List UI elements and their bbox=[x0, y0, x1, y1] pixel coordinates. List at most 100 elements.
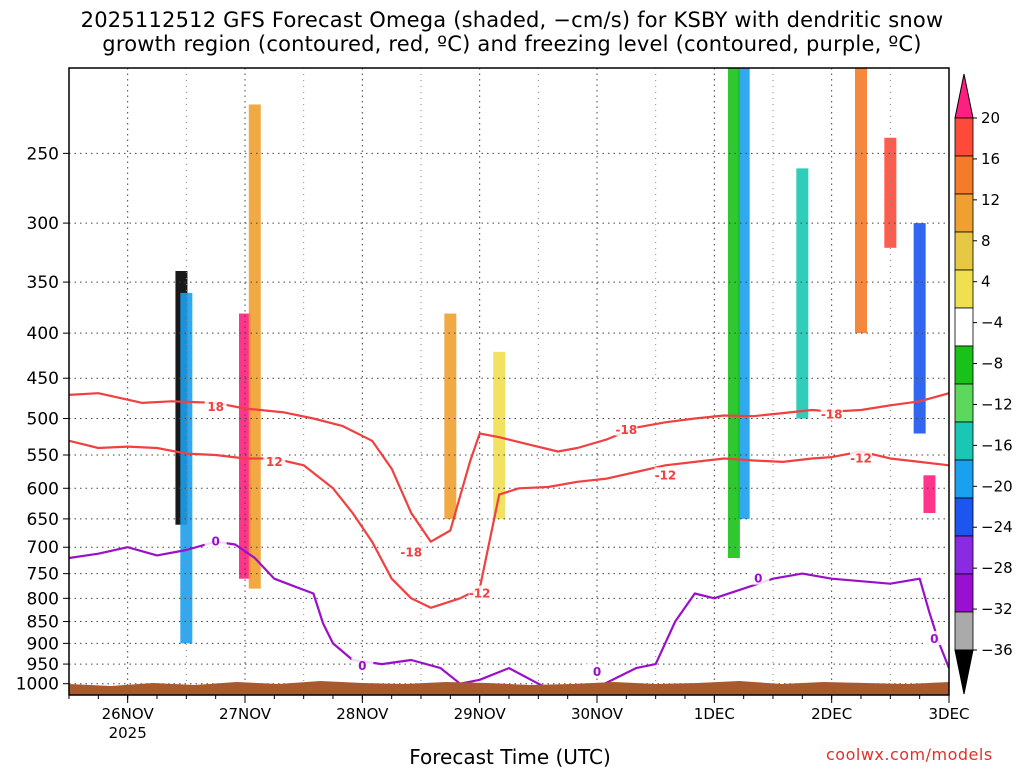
contour-label-bg-3 bbox=[468, 585, 491, 600]
contour-label-bg-10 bbox=[586, 664, 608, 679]
colorbar-label-7: −12 bbox=[981, 395, 1013, 413]
contour-label-2: -18 bbox=[400, 546, 422, 560]
contour-freezing-2 bbox=[69, 540, 949, 695]
colorbar-segment-7 bbox=[954, 345, 974, 385]
omega-cell-2 bbox=[239, 313, 251, 579]
contour-label-0: 18 bbox=[207, 400, 224, 414]
x-tick-label-4: 30NOV bbox=[571, 705, 624, 723]
x-tick-label-3: 29NOV bbox=[454, 705, 507, 723]
contour-label-7: -12 bbox=[850, 451, 872, 465]
colorbar-segment-14 bbox=[954, 611, 974, 651]
contour-label-9: 0 bbox=[358, 659, 366, 673]
colorbar-segment-6 bbox=[954, 307, 974, 347]
y-tick-label-8: 650 bbox=[27, 510, 59, 530]
omega-cell-11 bbox=[913, 223, 926, 434]
y-tick-label-3: 400 bbox=[27, 324, 59, 344]
contour-label-1: 12 bbox=[266, 455, 283, 469]
contour-label-12: 0 bbox=[930, 632, 938, 646]
contour-lines bbox=[69, 392, 949, 695]
y-tick-label-2: 350 bbox=[27, 273, 59, 293]
contour-label-5: -12 bbox=[655, 468, 677, 482]
colorbar-label-4: 4 bbox=[981, 273, 991, 291]
y-tick-label-11: 800 bbox=[27, 589, 59, 609]
omega-cell-3 bbox=[248, 104, 261, 589]
colorbar-segment-11 bbox=[954, 497, 974, 537]
ground-terrain bbox=[69, 681, 949, 695]
contour-dendritic-0 bbox=[69, 392, 949, 543]
omega-cell-6 bbox=[737, 68, 750, 519]
colorbar-label-5: −4 bbox=[981, 314, 1003, 332]
colorbar-label-11: −28 bbox=[981, 559, 1013, 577]
title-line-2: growth region (contoured, red, ºC) and f… bbox=[102, 32, 922, 56]
contour-label-bg-4 bbox=[615, 421, 638, 436]
colorbar-label-3: 8 bbox=[981, 232, 991, 250]
contour-label-bg-2 bbox=[400, 544, 423, 559]
colorbar-segment-8 bbox=[954, 383, 974, 423]
colorbar-label-9: −20 bbox=[981, 477, 1013, 495]
colorbar-segment-13 bbox=[954, 573, 974, 613]
contour-label-3: -12 bbox=[469, 587, 491, 601]
omega-cell-12 bbox=[923, 475, 936, 513]
colorbar-top-arrow bbox=[954, 73, 974, 119]
colorbar-label-0: 20 bbox=[981, 109, 1000, 127]
contour-label-bg-11 bbox=[747, 570, 770, 585]
colorbar-label-6: −8 bbox=[981, 355, 1003, 373]
x-tick-sublabel-0: 2025 bbox=[109, 724, 147, 742]
colorbar-bottom-arrow bbox=[954, 649, 974, 695]
omega-cell-10 bbox=[884, 137, 897, 248]
omega-cell-9 bbox=[855, 68, 867, 334]
contour-label-bg-12 bbox=[923, 631, 946, 646]
colorbar-segment-1 bbox=[954, 117, 974, 157]
y-tick-label-10: 750 bbox=[27, 565, 59, 585]
contour-label-bg-5 bbox=[654, 467, 677, 482]
x-tick-label-5: 1DEC bbox=[694, 705, 735, 723]
contour-label-bg-7 bbox=[850, 450, 872, 465]
x-tick-label-2: 28NOV bbox=[336, 705, 389, 723]
y-tick-label-4: 450 bbox=[27, 369, 59, 389]
contour-dendritic-1 bbox=[69, 439, 949, 609]
colorbar-segment-4 bbox=[954, 231, 974, 271]
colorbar-segment-12 bbox=[954, 535, 974, 575]
x-axis-label: Forecast Time (UTC) bbox=[409, 745, 611, 769]
x-tick-label-6: 2DEC bbox=[811, 705, 852, 723]
colorbar-segment-9 bbox=[954, 421, 974, 461]
omega-cell-7 bbox=[727, 68, 740, 559]
colorbar-segment-3 bbox=[954, 193, 974, 233]
contour-labels: 18 12 -18 -12 -18 -12 -18 -12 0 0 0 0 0 bbox=[204, 398, 946, 679]
contour-label-bg-0 bbox=[204, 398, 227, 413]
y-tick-label-12: 850 bbox=[27, 613, 59, 633]
contour-label-10: 0 bbox=[593, 665, 601, 679]
colorbar-label-1: 16 bbox=[981, 150, 1000, 168]
contour-label-bg-6 bbox=[820, 406, 843, 421]
omega-cell-1 bbox=[180, 292, 193, 644]
colorbar-segment-5 bbox=[954, 269, 974, 309]
x-tick-label-7: 3DEC bbox=[928, 705, 969, 723]
contour-label-bg-1 bbox=[263, 453, 286, 468]
colorbar-label-10: −24 bbox=[981, 518, 1013, 536]
y-tick-label-0: 250 bbox=[27, 144, 59, 164]
y-tick-label-1: 300 bbox=[27, 214, 59, 234]
credit-text: coolwx.com/models bbox=[826, 745, 993, 764]
x-tick-label-1: 27NOV bbox=[219, 705, 272, 723]
omega-cell-5 bbox=[493, 351, 506, 519]
y-tick-label-5: 500 bbox=[27, 410, 59, 430]
colorbar: 20 16 12 8 4 −4 −8 −12 −16 −20 −24 −28 −32 −36 bbox=[954, 73, 1013, 695]
y-tick-label-13: 900 bbox=[27, 634, 59, 654]
y-tick-label-6: 550 bbox=[27, 446, 59, 466]
omega-shading bbox=[175, 68, 936, 644]
contour-label-8: 0 bbox=[211, 535, 219, 549]
colorbar-label-2: 12 bbox=[981, 191, 1000, 209]
y-axis: 250 300 350 400 450 500 550 600 650 700 750 800 8509… bbox=[16, 144, 69, 695]
colorbar-label-8: −16 bbox=[981, 436, 1013, 454]
omega-cell-4 bbox=[444, 313, 457, 519]
y-tick-label-7: 600 bbox=[27, 479, 59, 499]
y-tick-label-9: 700 bbox=[27, 538, 59, 558]
contour-label-11: 0 bbox=[754, 572, 762, 586]
title-line-1: 2025112512 GFS Forecast Omega (shaded, −… bbox=[80, 8, 944, 32]
omega-cell-8 bbox=[796, 168, 809, 419]
contour-label-4: -18 bbox=[615, 423, 637, 437]
chart-title: 2025112512 GFS Forecast Omega (shaded, −… bbox=[0, 8, 1024, 56]
colorbar-label-12: −32 bbox=[981, 600, 1013, 618]
